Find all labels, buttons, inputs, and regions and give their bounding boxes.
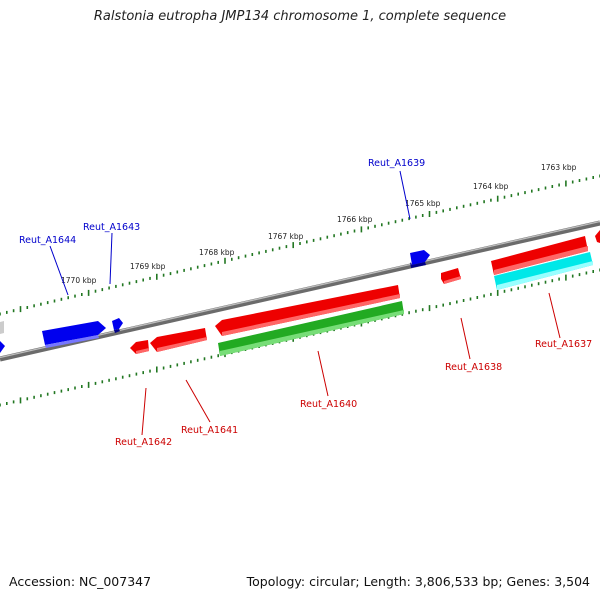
kbp-label: 1763 kbp (541, 163, 577, 172)
gene-partial-left-gray[interactable] (0, 321, 4, 334)
gene-reut-a1638[interactable] (441, 268, 461, 284)
leader-line (141, 387, 147, 436)
gene-label[interactable]: Reut_A1642 (115, 437, 172, 448)
gene-label[interactable]: Reut_A1641 (181, 425, 238, 436)
gene-label[interactable]: Reut_A1637 (535, 339, 592, 350)
kbp-label: 1764 kbp (473, 182, 509, 191)
gene-label[interactable]: Reut_A1644 (19, 235, 76, 246)
kbp-label: 1769 kbp (130, 262, 166, 271)
leader-line (460, 317, 471, 360)
leader-line (185, 379, 211, 423)
map-title: Ralstonia eutropha JMP134 chromosome 1, … (93, 9, 507, 24)
kbp-label: 1767 kbp (268, 232, 304, 241)
kbp-label: 1765 kbp (405, 199, 441, 208)
gene-reut-a1640[interactable] (215, 285, 400, 336)
gene-reut-a1639[interactable] (410, 250, 430, 268)
gene-cyan[interactable] (494, 252, 593, 290)
gene-reut-a1641[interactable] (150, 328, 207, 352)
leader-line (317, 350, 329, 397)
gene-label[interactable]: Reut_A1640 (300, 399, 357, 410)
leader-line (109, 232, 113, 285)
gene-partial-right-red[interactable] (595, 230, 600, 243)
gene-label[interactable]: Reut_A1639 (368, 158, 425, 169)
kbp-label: 1770 kbp (61, 276, 97, 285)
outer-ticks (0, 174, 600, 316)
accession-text: Accession: NC_007347 (9, 574, 152, 589)
genome-summary-text: Topology: circular; Length: 3,806,533 bp… (246, 574, 590, 589)
gene-label[interactable]: Reut_A1643 (83, 222, 140, 233)
leader-line (548, 292, 561, 339)
gene-reut-a1642[interactable] (130, 340, 149, 354)
gene-label[interactable]: Reut_A1638 (445, 362, 502, 373)
gene-reut-a1643[interactable] (112, 318, 123, 333)
gene-reut-a1637[interactable] (491, 236, 588, 275)
gene-reut-a1644[interactable] (42, 321, 106, 348)
gene-green[interactable] (218, 301, 404, 356)
kbp-label: 1768 kbp (199, 248, 235, 257)
kbp-label: 1766 kbp (337, 215, 373, 224)
leader-line (399, 170, 411, 220)
leader-line (49, 245, 69, 296)
gene-partial-left-blue[interactable] (0, 341, 5, 353)
